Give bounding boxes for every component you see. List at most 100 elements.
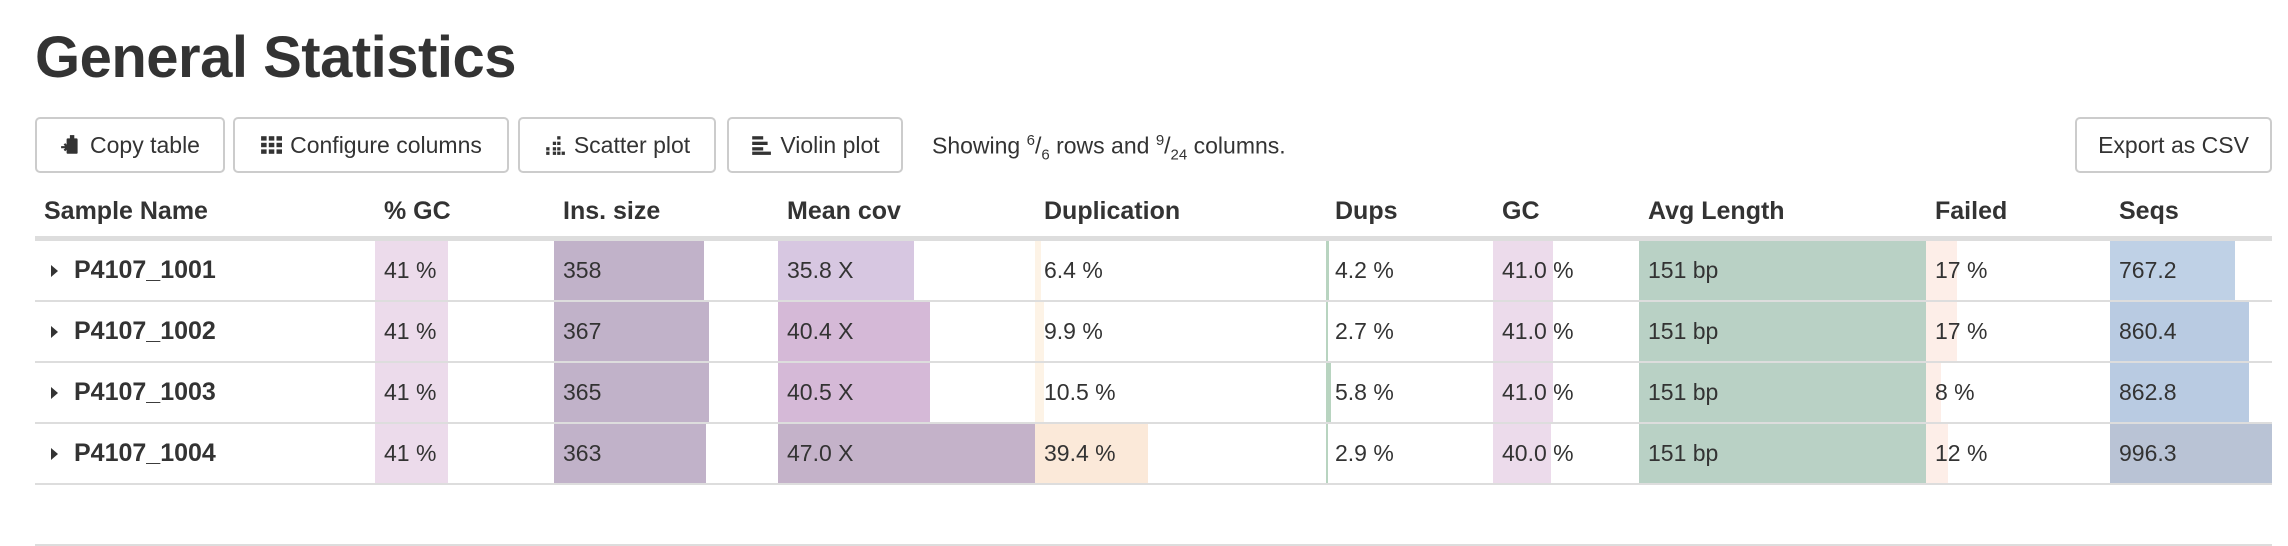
value-bar [1926,363,1941,422]
data-cell: 151 bp [1639,301,1926,363]
sample-name: P4107_1004 [74,439,216,467]
scatter-plot-button[interactable]: Scatter plot [518,117,716,173]
data-cell [1926,484,2110,546]
cell-value: 9.9 % [1044,318,1103,344]
value-bar [375,363,449,422]
cell-value: 41.0 % [1502,257,1574,283]
cell-value: 47.0 X [787,440,854,466]
cell-value: 151 bp [1648,318,1719,344]
showing-prefix: Showing [932,132,1027,159]
value-bar [778,363,930,422]
value-bar [1493,241,1553,300]
column-header[interactable]: Failed [1926,186,2110,241]
cell-value: 17 % [1935,257,1988,283]
violin-bars-icon [752,136,772,155]
value-bar [1326,241,1330,300]
configure-columns-button[interactable]: Configure columns [233,117,509,173]
cell-value: 40.0 % [1502,440,1574,466]
sample-name-cell[interactable]: P4107_1004 [35,423,375,485]
data-cell: 41 % [375,301,554,363]
cell-value: 767.2 [2119,257,2177,283]
value-bar [375,424,449,483]
value-bar [778,424,1035,483]
expand-caret-icon[interactable] [51,265,58,278]
general-stats-table: Sample Name% GC Ins. size Mean cov Duplicat… [35,186,2272,546]
expand-caret-icon[interactable] [51,387,58,400]
value-bar [778,241,915,300]
value-bar [1035,241,1041,300]
column-header[interactable]: Sample Name [35,186,375,241]
column-header[interactable]: Mean cov [778,186,1035,241]
data-cell: 10.5 % [1035,362,1326,424]
rows-shown: 6 [1026,132,1035,149]
showing-mid: rows and [1049,132,1156,159]
column-header[interactable]: Dups [1326,186,1493,241]
data-cell: 40.5 X [778,362,1035,424]
data-cell: 41 % [375,238,554,302]
data-cell [35,484,375,546]
data-cell: 12 % [1926,423,2110,485]
cell-value: 41 % [384,318,437,344]
column-header[interactable]: Avg Length [1639,186,1926,241]
data-cell: 2.9 % [1326,423,1493,485]
table-row: P4107_1001 41 % 358 35.8 X 6.4 % 4.2 % 41.0 % 1… [35,238,2272,302]
cell-value: 860.4 [2119,318,2177,344]
violin-plot-button[interactable]: Violin plot [727,117,903,173]
data-cell [375,484,554,546]
data-cell: 151 bp [1639,362,1926,424]
data-cell [2110,484,2272,546]
cell-value: 41.0 % [1502,379,1574,405]
data-cell: 5.8 % [1326,362,1493,424]
page-title: General Statistics [35,25,517,90]
cell-value: 41 % [384,257,437,283]
cell-value: 996.3 [2119,440,2177,466]
showing-count-text: Showing 6/6 rows and 9/24 columns. [932,132,1286,164]
data-cell [1493,484,1639,546]
value-bar [1926,302,1958,361]
cell-value: 12 % [1935,440,1988,466]
expand-caret-icon[interactable] [51,326,58,339]
column-header[interactable]: Duplication [1035,186,1326,241]
cols-total: 24 [1170,146,1188,164]
sample-name-cell[interactable]: P4107_1001 [35,238,375,302]
expand-caret-icon[interactable] [51,448,58,461]
table-row [35,484,2272,546]
sample-name-cell[interactable]: P4107_1003 [35,362,375,424]
export-csv-button[interactable]: Export as CSV [2075,117,2272,173]
cell-value: 41.0 % [1502,318,1574,344]
data-cell: 17 % [1926,238,2110,302]
column-header[interactable]: % GC [375,186,554,241]
cell-value: 5.8 % [1335,379,1394,405]
copy-table-button[interactable]: Copy table [35,117,225,173]
column-header[interactable]: GC [1493,186,1639,241]
value-bar [2110,241,2235,300]
export-csv-label: Export as CSV [2098,131,2249,158]
data-cell: 17 % [1926,301,2110,363]
data-cell: 8 % [1926,362,2110,424]
column-header[interactable]: Ins. size [554,186,778,241]
rows-total: 6 [1041,146,1050,164]
sample-name: P4107_1003 [74,378,216,406]
value-bar [554,363,709,422]
cell-value: 6.4 % [1044,257,1103,283]
data-cell [554,484,778,546]
sample-name-cell[interactable]: P4107_1002 [35,301,375,363]
data-cell: 40.4 X [778,301,1035,363]
cell-value: 2.9 % [1335,440,1394,466]
column-header[interactable]: Seqs [2110,186,2272,241]
table-header-row: Sample Name% GC Ins. size Mean cov Duplicat… [35,186,2272,241]
cell-value: 17 % [1935,318,1988,344]
data-cell: 4.2 % [1326,238,1493,302]
cell-value: 35.8 X [787,257,854,283]
data-cell: 996.3 [2110,423,2272,485]
data-cell: 41.0 % [1493,362,1639,424]
data-cell: 367 [554,301,778,363]
copy-table-label: Copy table [90,131,200,158]
data-cell [1639,484,1926,546]
data-cell: 41.0 % [1493,238,1639,302]
value-bar [1639,302,1926,361]
data-cell: 41.0 % [1493,301,1639,363]
value-bar [1493,302,1553,361]
table-row: P4107_1002 41 % 367 40.4 X 9.9 % 2.7 % 41.0 % 1… [35,301,2272,363]
value-bar [2110,363,2250,422]
